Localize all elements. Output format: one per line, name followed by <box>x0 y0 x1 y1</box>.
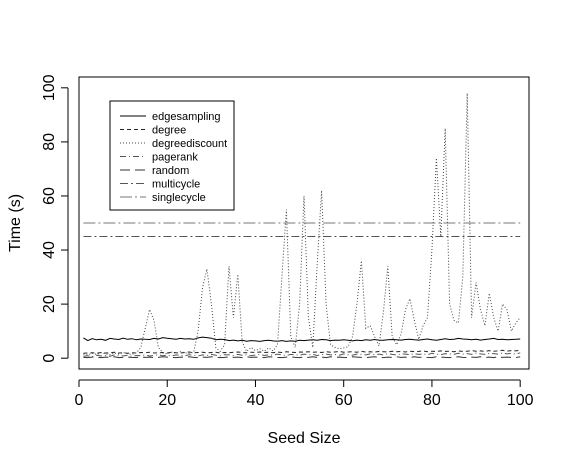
y-tick-label: 0 <box>41 354 58 363</box>
legend-label-degreediscount: degreediscount <box>152 138 227 150</box>
legend-label-degree: degree <box>152 125 186 137</box>
y-tick-label: 60 <box>41 187 58 205</box>
series-line-pagerank <box>83 353 520 357</box>
y-axis-title: Time (s) <box>7 194 24 252</box>
x-tick-label: 60 <box>335 392 353 409</box>
legend-label-multicycle: multicycle <box>152 179 200 191</box>
x-axis: 0 20 40 60 80 100 <box>75 380 534 409</box>
y-axis: 0 20 40 60 80 100 <box>41 74 68 362</box>
y-tick-label: 20 <box>41 295 58 313</box>
legend-label-random: random <box>152 165 189 177</box>
x-axis-title: Seed Size <box>268 430 341 447</box>
series-line-edgesampling <box>83 337 520 341</box>
x-tick-label: 40 <box>247 392 265 409</box>
y-tick-label: 80 <box>41 133 58 151</box>
y-tick-label: 100 <box>41 74 58 101</box>
series-line-random <box>83 357 520 358</box>
x-tick-label: 80 <box>423 392 441 409</box>
legend-label-singlecycle: singlecycle <box>152 192 206 204</box>
y-tick-label: 40 <box>41 241 58 259</box>
legend-label-pagerank: pagerank <box>152 152 198 164</box>
x-tick-label: 20 <box>158 392 176 409</box>
legend-label-edgesampling: edgesampling <box>152 111 221 123</box>
x-tick-label: 0 <box>75 392 84 409</box>
x-tick-label: 100 <box>507 392 534 409</box>
series-line-degree <box>83 350 520 353</box>
